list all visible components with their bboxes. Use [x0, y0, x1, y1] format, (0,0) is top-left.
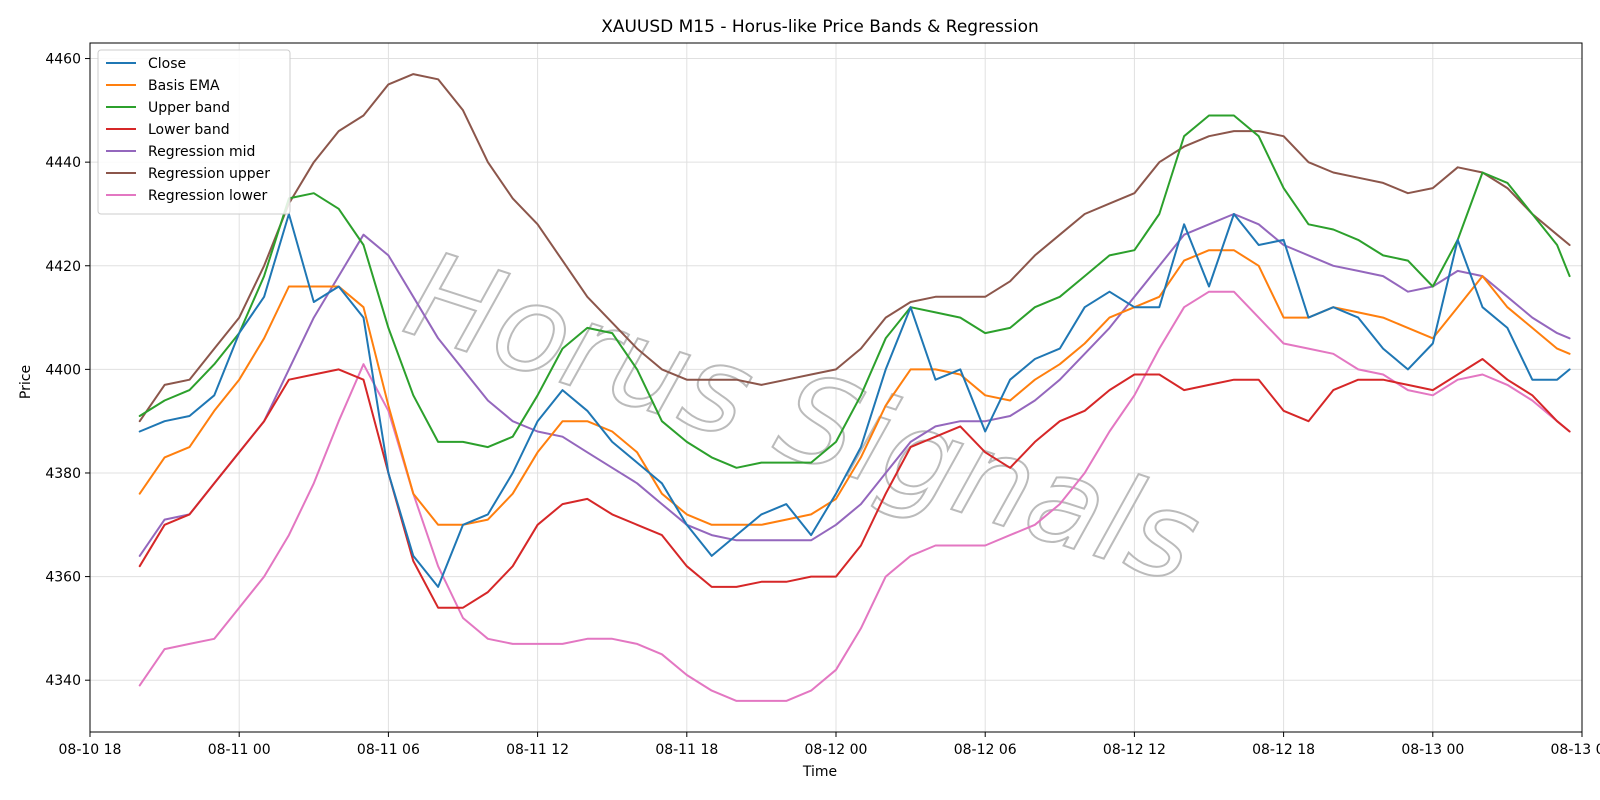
y-tick-label: 4460: [45, 52, 81, 68]
y-tick-label: 4400: [45, 362, 81, 378]
x-tick-label: 08-12 00: [805, 742, 868, 758]
y-axis: 4340 4360 4380 4400 4420 4440 4460: [45, 52, 90, 689]
x-tick-label: 08-13 00: [1401, 742, 1464, 758]
series-line-close: [138, 213, 1571, 588]
x-tick-label: 08-10 18: [59, 742, 122, 758]
series-line-lower-band: [138, 358, 1571, 609]
x-tick-label: 08-11 18: [655, 742, 718, 758]
y-tick-label: 4360: [45, 570, 81, 586]
legend: Close Basis EMA Upper band Lower band Regres…: [97, 49, 291, 215]
legend-label-lower-band: Lower band: [148, 122, 230, 138]
legend-label-close: Close: [148, 56, 186, 72]
y-axis-label: Price: [18, 365, 34, 399]
series-line-regression-upper: [138, 73, 1571, 423]
y-tick-label: 4420: [45, 259, 81, 275]
series-line-basis-ema: [138, 249, 1571, 526]
legend-label-basis-ema: Basis EMA: [148, 78, 220, 94]
series-line-upper-band: [138, 114, 1571, 469]
legend-box: [97, 49, 291, 215]
x-tick-label: 08-12 06: [954, 742, 1017, 758]
y-tick-label: 4440: [45, 155, 81, 171]
legend-label-regression-mid: Regression mid: [148, 144, 255, 160]
legend-label-regression-lower: Regression lower: [148, 188, 268, 204]
x-tick-label: 08-11 00: [208, 742, 271, 758]
chart-title: XAUUSD M15 - Horus-like Price Bands & Re…: [601, 17, 1039, 37]
y-tick-label: 4380: [45, 466, 81, 482]
x-tick-label: 08-12 18: [1252, 742, 1315, 758]
x-tick-label: 08-11 12: [506, 742, 569, 758]
series-layer: [138, 73, 1571, 702]
series-line-regression-mid: [138, 213, 1571, 557]
legend-label-upper-band: Upper band: [148, 100, 230, 116]
legend-label-regression-upper: Regression upper: [148, 166, 270, 182]
x-tick-label: 08-12 12: [1103, 742, 1166, 758]
x-tick-label: 08-13 06: [1551, 742, 1600, 758]
series-line-regression-lower: [138, 290, 1571, 702]
x-axis-label: Time: [802, 764, 837, 780]
y-tick-label: 4340: [45, 673, 81, 689]
x-axis: 08-10 18 08-11 00 08-11 06 08-11 12 08-11 18…: [59, 732, 1600, 758]
x-tick-label: 08-11 06: [357, 742, 420, 758]
